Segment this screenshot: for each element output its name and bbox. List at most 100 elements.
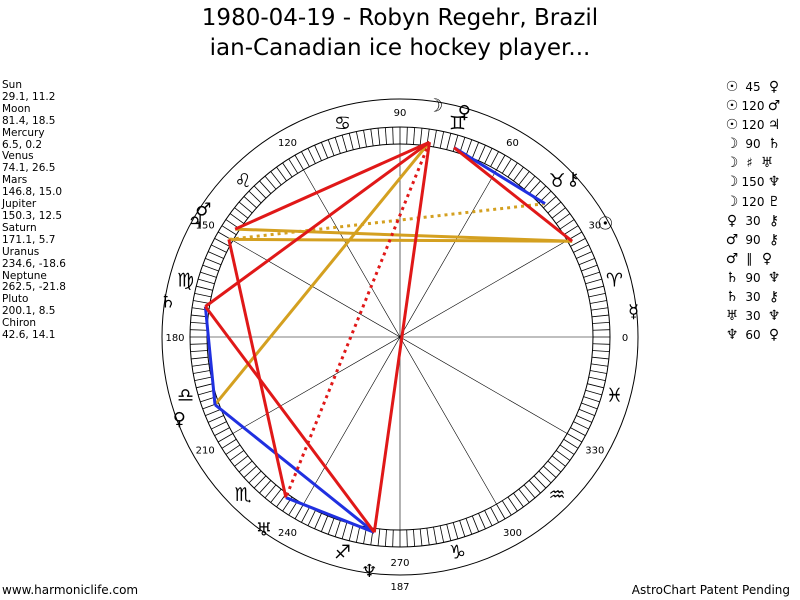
degree-tick bbox=[248, 190, 262, 204]
degree-tick bbox=[576, 415, 593, 423]
degree-tick bbox=[320, 142, 329, 159]
degree-tick bbox=[446, 133, 452, 150]
degree-tick bbox=[334, 520, 341, 537]
degree-tick bbox=[433, 526, 437, 544]
degree-tick bbox=[583, 396, 600, 403]
aspect-planet-2-icon: ♃ bbox=[767, 117, 781, 134]
aspect-line bbox=[235, 227, 573, 243]
degree-tick bbox=[523, 175, 536, 190]
degree-tick bbox=[439, 525, 445, 543]
degree-tick bbox=[211, 421, 227, 430]
degree-tick bbox=[341, 522, 348, 539]
aspect-planet-2-icon: ♆ bbox=[767, 174, 781, 191]
degree-tick bbox=[377, 128, 381, 146]
degree-tick bbox=[248, 470, 262, 484]
position-name: Pluto bbox=[2, 293, 29, 306]
degree-tick bbox=[465, 139, 473, 156]
degree-tick bbox=[573, 421, 589, 430]
degree-tick bbox=[406, 127, 408, 145]
degree-tick bbox=[538, 470, 552, 484]
degree-tick bbox=[426, 528, 430, 546]
degree-tick bbox=[471, 515, 480, 532]
aspect-line bbox=[285, 496, 375, 534]
aspect-angle: 60 bbox=[745, 328, 761, 343]
degree-label: 30 bbox=[588, 221, 601, 232]
degree-tick bbox=[591, 356, 609, 360]
degree-tick bbox=[229, 213, 245, 224]
degree-tick bbox=[190, 329, 208, 331]
degree-tick bbox=[559, 444, 575, 455]
degree-tick bbox=[555, 213, 571, 224]
degree-tick bbox=[551, 207, 566, 219]
degree-tick bbox=[573, 244, 589, 253]
degree-tick bbox=[355, 525, 361, 543]
degree-tick bbox=[583, 271, 600, 278]
degree-tick bbox=[518, 488, 530, 503]
degree-tick bbox=[191, 356, 209, 360]
aspect-planet-1-icon: ♂ bbox=[725, 250, 739, 267]
degree-label: 330 bbox=[585, 446, 604, 457]
mercury-icon: ☿ bbox=[628, 301, 639, 322]
aspect-row: ☽ 90 ♄ bbox=[724, 135, 782, 154]
position-value: 262.5, -21.8 bbox=[2, 281, 66, 294]
aspect-row: ☽ 120 ♇ bbox=[724, 193, 782, 212]
degree-tick bbox=[307, 510, 316, 526]
aspect-line bbox=[204, 305, 376, 534]
degree-tick bbox=[294, 154, 304, 171]
position-name: Moon bbox=[2, 102, 31, 115]
degree-tick bbox=[588, 292, 606, 298]
position-name: Chiron bbox=[2, 317, 37, 330]
aspect-line bbox=[372, 142, 431, 533]
degree-tick bbox=[190, 321, 208, 324]
degree-tick bbox=[229, 450, 245, 461]
degree-tick bbox=[205, 408, 222, 417]
degree-tick bbox=[501, 158, 512, 174]
aspect-planet-1-icon: ☽ bbox=[725, 193, 739, 210]
degree-tick bbox=[452, 522, 459, 539]
degree-tick bbox=[528, 180, 541, 194]
degree-label: 300 bbox=[503, 528, 522, 539]
aspect-planet-2-icon: ♀ bbox=[761, 250, 773, 267]
degree-tick bbox=[196, 383, 213, 389]
house-spoke bbox=[232, 240, 568, 434]
aspect-planet-1-icon: ♄ bbox=[725, 289, 739, 306]
aspect-planet-2-icon: ♇ bbox=[767, 193, 781, 210]
degree-tick bbox=[419, 128, 423, 146]
position-value: 81.4, 18.5 bbox=[2, 114, 56, 127]
degree-tick bbox=[264, 175, 277, 190]
degree-tick bbox=[555, 450, 571, 461]
degree-tick bbox=[592, 350, 610, 353]
degree-tick bbox=[377, 528, 381, 546]
aspect-row: ☉ 120 ♂ bbox=[724, 97, 782, 116]
degree-tick bbox=[384, 529, 387, 547]
extra-degree-label: 187 bbox=[390, 582, 409, 593]
degree-tick bbox=[581, 264, 598, 272]
aspect-planet-2-icon: ⚷ bbox=[768, 289, 780, 306]
degree-tick bbox=[507, 496, 518, 512]
degree-tick bbox=[570, 238, 586, 247]
zodiac-sign-icon: ♌ bbox=[234, 170, 251, 192]
degree-tick bbox=[413, 127, 416, 145]
degree-tick bbox=[214, 427, 230, 436]
degree-tick bbox=[211, 244, 227, 253]
degree-tick bbox=[341, 135, 348, 152]
degree-tick bbox=[320, 515, 329, 532]
degree-tick bbox=[547, 201, 562, 214]
aspect-planet-2-icon: ⚷ bbox=[768, 212, 780, 229]
position-value: 146.8, 15.0 bbox=[2, 186, 63, 199]
degree-tick bbox=[205, 257, 222, 266]
aspect-row: ♀ 30 ⚷ bbox=[724, 212, 782, 231]
venus-icon: ♀ bbox=[458, 102, 471, 123]
saturn-icon: ♄ bbox=[160, 292, 176, 313]
degree-tick bbox=[253, 475, 267, 489]
degree-label: 180 bbox=[165, 333, 184, 344]
degree-tick bbox=[478, 513, 486, 530]
position-name: Saturn bbox=[2, 221, 37, 234]
zodiac-sign-icon: ♉ bbox=[548, 170, 565, 192]
position-name: Neptune bbox=[2, 269, 47, 282]
zodiac-sign-icon: ♐ bbox=[334, 541, 351, 563]
degree-tick bbox=[191, 363, 209, 367]
uranus-icon: ♅ bbox=[256, 520, 272, 541]
degree-tick bbox=[194, 376, 212, 382]
aspect-angle: 90 bbox=[745, 232, 761, 247]
